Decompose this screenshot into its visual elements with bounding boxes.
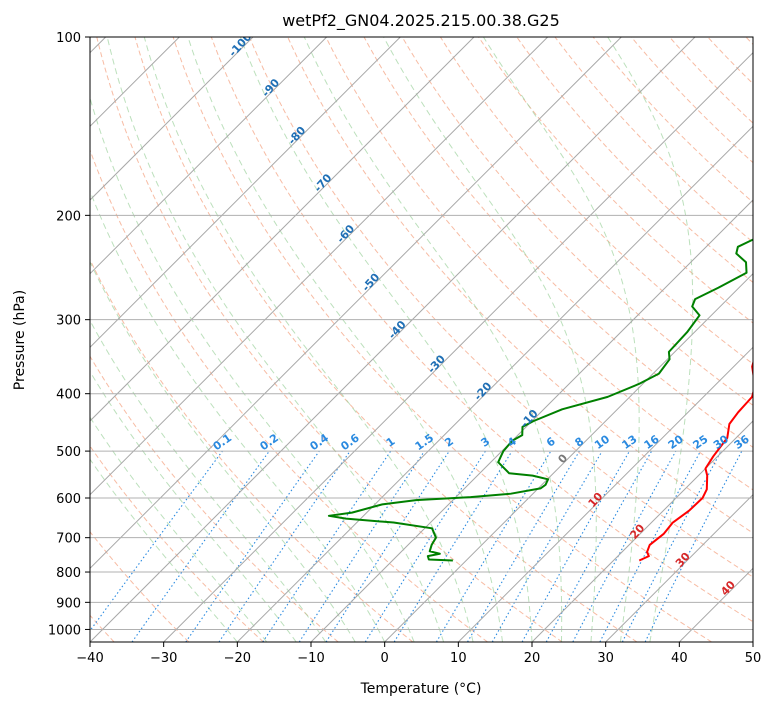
y-axis-label: Pressure (hPa) xyxy=(12,290,28,390)
moist-adiabat-line xyxy=(187,37,504,642)
mixing-ratio-line xyxy=(185,450,320,642)
x-axis: −40 −30 −20 −10 0 10 20 30 40 50 xyxy=(76,642,761,666)
y-tick-label: 900 xyxy=(56,596,81,611)
isotherm-line xyxy=(90,37,696,642)
y-tick-label: 200 xyxy=(56,209,81,224)
isotherm-line xyxy=(90,37,254,201)
x-tick-label: 50 xyxy=(745,651,762,666)
moist-adiabat-line xyxy=(90,458,238,642)
moist-adiabat-line xyxy=(90,260,356,642)
dry-adiabat-line xyxy=(134,37,638,642)
mixing-ratio-line xyxy=(467,450,580,642)
mixing-ratio-line xyxy=(90,450,223,632)
dry-adiabat-line xyxy=(287,37,753,534)
dry-adiabat-line xyxy=(325,37,753,491)
isotherm-line xyxy=(384,272,753,642)
isotherm-line xyxy=(752,641,753,642)
profile-series xyxy=(327,238,753,562)
mixing-ratio-line xyxy=(572,450,677,642)
isotherm-line xyxy=(531,420,753,642)
x-axis-label: Temperature (°C) xyxy=(360,681,482,697)
pressure-gridlines xyxy=(90,37,753,630)
dry-adiabat-line xyxy=(90,355,339,642)
moist-adiabat-line xyxy=(607,37,694,642)
mixing-ratio-line xyxy=(435,450,552,642)
x-tick-label: −10 xyxy=(297,651,324,666)
x-tick-label: 40 xyxy=(671,651,688,666)
moist-adiabat-line xyxy=(383,37,597,642)
isotherm-line xyxy=(163,51,753,642)
isotherm-line xyxy=(457,346,753,642)
dry-adiabat-line xyxy=(363,37,753,448)
moist-adiabat-line xyxy=(303,37,563,642)
isotherm-line xyxy=(90,37,328,275)
x-tick-label: −30 xyxy=(150,651,177,666)
y-tick-label: 800 xyxy=(56,566,81,581)
plot-background xyxy=(90,37,753,642)
y-tick-label: 500 xyxy=(56,445,81,460)
x-tick-label: 30 xyxy=(597,651,614,666)
dry-adiabat-line xyxy=(90,530,190,642)
y-tick-label: 1000 xyxy=(48,623,81,638)
mixing-ratio-line xyxy=(325,450,450,642)
y-tick-label: 700 xyxy=(56,532,81,547)
plot-frame xyxy=(89,36,754,643)
isotherm-line xyxy=(90,37,549,496)
moist-adiabat-line xyxy=(106,37,445,642)
mixing-ratio-line xyxy=(364,450,486,642)
moist-adiabat-line xyxy=(239,37,533,642)
x-tick-label: 10 xyxy=(450,651,467,666)
moist-adiabats xyxy=(90,37,694,642)
moist-adiabat-line xyxy=(482,37,640,642)
plot-area xyxy=(90,37,753,642)
isotherm-line xyxy=(90,37,401,349)
isotherm-line xyxy=(90,37,475,422)
dry-adiabat-line xyxy=(90,258,414,642)
dry-adiabat-line xyxy=(96,37,563,642)
dry-adiabat-line xyxy=(478,37,753,324)
mixing-ratio-line xyxy=(393,450,513,642)
x-tick-label: −20 xyxy=(224,651,251,666)
isotherm-line xyxy=(605,493,753,642)
chart-title: wetPf2_GN04.2025.215.00.38.G25 xyxy=(282,11,560,31)
isotherm-line xyxy=(236,125,753,642)
dry-adiabat-line xyxy=(592,37,753,203)
isotherm-line xyxy=(90,37,622,570)
dewpoint-profile-line xyxy=(327,238,753,562)
temperature-profile-line xyxy=(638,359,753,562)
y-tick-label: 300 xyxy=(56,314,81,329)
dry-adiabat-line xyxy=(516,37,753,284)
y-tick-label: 400 xyxy=(56,388,81,403)
dry-adiabat-line xyxy=(401,37,753,406)
mixing-ratio-lines xyxy=(90,450,743,642)
mixing-ratio-line xyxy=(218,450,351,642)
skewed-isotherms xyxy=(90,37,753,642)
dry-adiabat-line xyxy=(172,37,712,642)
moist-adiabat-line xyxy=(90,96,415,642)
mixing-ratio-line xyxy=(131,450,270,642)
x-tick-label: −40 xyxy=(76,651,103,666)
x-tick-label: 20 xyxy=(524,651,541,666)
isotherm-line xyxy=(310,199,753,642)
mixing-ratio-line xyxy=(521,450,630,642)
dry-adiabat-line xyxy=(90,148,488,642)
y-tick-label: 100 xyxy=(56,31,81,46)
y-tick-label: 600 xyxy=(56,492,81,507)
y-axis: 100 200 300 400 500 600 700 800 900 1000 xyxy=(48,31,90,638)
moist-adiabat-line xyxy=(143,37,474,642)
x-tick-label: 0 xyxy=(381,651,389,666)
mixing-ratio-line xyxy=(491,450,603,642)
